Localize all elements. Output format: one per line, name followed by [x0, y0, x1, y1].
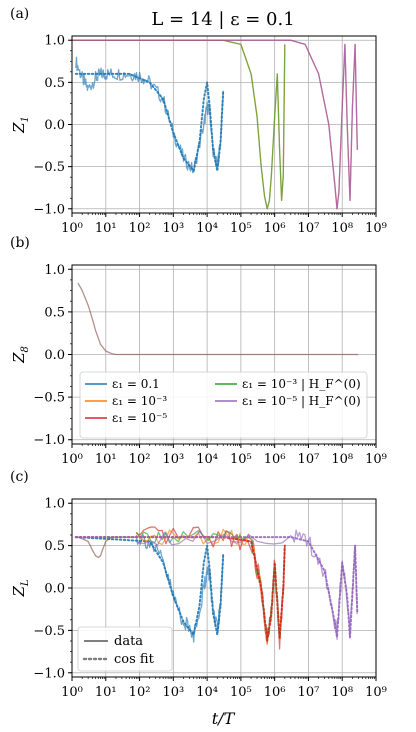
- y-tick-label: 0.5: [44, 76, 65, 91]
- legend-label: ε₁ = 10⁻³: [112, 394, 167, 408]
- x-tick-label: 10⁷: [298, 452, 320, 467]
- y-tick-label: 0.5: [44, 539, 65, 554]
- x-tick-label: 10³: [162, 221, 184, 236]
- x-axis-label: t/T: [212, 709, 236, 728]
- x-tick-label: 10⁷: [298, 221, 320, 236]
- x-tick-label: 10⁶: [264, 685, 286, 700]
- y-tick-label: 0.5: [44, 305, 65, 320]
- y-axis-label: Z8: [10, 346, 31, 364]
- plot-area: [72, 39, 358, 210]
- x-tick-label: 10¹: [95, 452, 117, 467]
- series-line-2: [74, 536, 225, 636]
- y-axis-label: Z1: [10, 116, 31, 134]
- x-tick-label: 10⁹: [365, 685, 387, 700]
- series-line-8: [74, 536, 359, 639]
- x-tick-label: 10⁹: [365, 221, 387, 236]
- y-tick-label: 0.0: [44, 348, 65, 363]
- series-line-3: [72, 39, 286, 210]
- plot-area: [74, 526, 359, 650]
- legend: ε₁ = 0.1 ε₁ = 10⁻³ ε₁ = 10⁻⁵ ε₁ = 10⁻³ | H_…: [79, 371, 368, 439]
- y-tick-label: 1.0: [44, 263, 65, 278]
- y-tick-label: 1.0: [44, 34, 65, 49]
- y-tick-label: −0.5: [33, 624, 65, 639]
- legend-label: data: [114, 634, 143, 649]
- x-tick-label: 10⁹: [365, 452, 387, 467]
- x-tick-label: 10⁵: [230, 221, 252, 236]
- series-line-7: [74, 536, 286, 642]
- x-tick-label: 10³: [162, 685, 184, 700]
- y-tick-label: −0.5: [33, 391, 65, 406]
- legend-label: ε₁ = 10⁻³ | H_F^(0): [242, 377, 361, 391]
- series-line-0: [77, 282, 359, 356]
- x-tick-label: 10²: [129, 221, 151, 236]
- x-tick-label: 10⁸: [331, 221, 353, 236]
- x-tick-label: 10⁵: [230, 452, 252, 467]
- panel-label: (a): [10, 6, 29, 22]
- y-tick-label: 1.0: [44, 497, 65, 512]
- figure-title: L = 14 | ε = 0.1: [151, 9, 294, 30]
- x-tick-label: 10⁸: [331, 685, 353, 700]
- panel-c: 10⁰ 10¹ 10² 10³ 10⁴ 10⁵ 10⁶ 10⁷ 10⁸ 10⁹ −1.0 −0.5 0.…: [10, 469, 387, 700]
- x-tick-label: 10⁰: [61, 685, 83, 700]
- x-tick-label: 10⁸: [331, 452, 353, 467]
- y-tick-label: −0.5: [33, 160, 65, 175]
- x-tick-label: 10²: [129, 452, 151, 467]
- legend-box: [79, 371, 368, 439]
- legend-label: cos fit: [114, 652, 155, 667]
- series-line-5: [72, 39, 358, 210]
- x-tick-label: 10⁴: [196, 685, 218, 700]
- y-tick-label: 0.0: [44, 118, 65, 133]
- y-tick-label: −1.0: [33, 433, 65, 448]
- y-tick-label: −1.0: [33, 666, 65, 681]
- x-tick-label: 10¹: [95, 685, 117, 700]
- legend-label: ε₁ = 10⁻⁵ | H_F^(0): [242, 394, 361, 408]
- y-axis-label: ZL: [10, 579, 31, 597]
- panel-label: (b): [10, 235, 30, 251]
- x-tick-label: 10⁶: [264, 221, 286, 236]
- x-tick-label: 10³: [162, 452, 184, 467]
- panel-label: (c): [10, 469, 29, 485]
- x-tick-label: 10⁴: [196, 221, 218, 236]
- x-tick-label: 10⁵: [230, 685, 252, 700]
- plot-area: [77, 282, 359, 356]
- panel-a: 10⁰ 10¹ 10² 10³ 10⁴ 10⁵ 10⁶ 10⁷ 10⁸ 10⁹ −1.0 −0.5 0.…: [10, 6, 387, 236]
- x-tick-label: 10⁷: [298, 685, 320, 700]
- x-tick-label: 10⁶: [264, 452, 286, 467]
- legend: data cos fit: [77, 626, 173, 672]
- y-tick-label: 0.0: [44, 582, 65, 597]
- series-line-1: [74, 72, 225, 172]
- legend-label: ε₁ = 10⁻⁵: [112, 411, 167, 425]
- x-tick-label: 10²: [129, 685, 151, 700]
- x-tick-label: 10⁰: [61, 221, 83, 236]
- legend-label: ε₁ = 0.1: [112, 377, 160, 391]
- panel-b: 10⁰ 10¹ 10² 10³ 10⁴ 10⁵ 10⁶ 10⁷ 10⁸ 10⁹ −1.0 −0.5 0.…: [10, 235, 387, 467]
- x-tick-label: 10⁰: [61, 452, 83, 467]
- series-line-1: [135, 534, 224, 643]
- x-tick-label: 10¹: [95, 221, 117, 236]
- x-tick-label: 10⁴: [196, 452, 218, 467]
- y-tick-label: −1.0: [33, 202, 65, 217]
